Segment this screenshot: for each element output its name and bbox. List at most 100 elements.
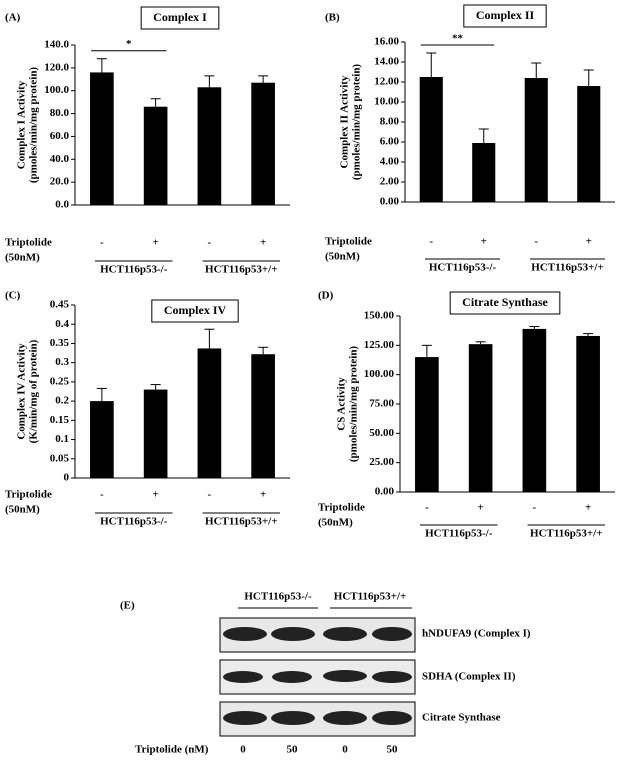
y-tick-label: 0.00 — [375, 486, 395, 498]
lane-label: 50 — [287, 744, 299, 756]
bar — [472, 143, 496, 202]
y-tick-label: 140.0 — [44, 39, 69, 51]
y-tick-label: 40.0 — [50, 153, 70, 165]
y-tick-label: 16.00 — [374, 36, 399, 48]
y-axis-label: (pmoles/min/mg protein) — [28, 67, 40, 184]
bar — [468, 344, 493, 492]
y-tick-label: 6.00 — [380, 136, 400, 148]
chart-title: Complex II — [476, 8, 535, 22]
x-tick-label: + — [260, 489, 266, 501]
bar — [143, 389, 168, 478]
y-tick-label: 8.00 — [380, 116, 400, 128]
group-label: HCT116p53+/+ — [205, 264, 277, 276]
bar — [251, 354, 275, 478]
x-tick-label: - — [100, 489, 104, 501]
y-tick-label: 50.00 — [369, 427, 394, 439]
y-tick-label: 0.2 — [55, 395, 69, 407]
bar — [197, 87, 222, 205]
row-label: Triptolide — [318, 502, 365, 514]
bar — [90, 72, 114, 205]
y-axis-label: (pmoles/min/mg protein) — [351, 64, 363, 181]
group-label: HCT116p53-/- — [429, 262, 497, 274]
group-label: HCT116p53-/- — [100, 516, 168, 528]
y-tick-label: 0 — [64, 472, 70, 484]
y-tick-label: 0.25 — [50, 375, 70, 387]
x-tick-label: - — [533, 502, 537, 514]
y-axis-label: CS Activity — [336, 377, 348, 431]
y-tick-label: 0.45 — [50, 299, 70, 311]
chart-title: Complex IV — [164, 303, 227, 317]
y-tick-label: 0.05 — [50, 452, 70, 464]
bar — [415, 357, 439, 492]
band-label: SDHA (Complex II) — [422, 671, 516, 683]
chart-title: Complex I — [153, 10, 207, 24]
y-tick-label: 10.00 — [374, 96, 399, 108]
panel-label: (C) — [5, 290, 21, 302]
y-axis-label: (K/min/mg of protein) — [28, 339, 40, 443]
x-tick-label: - — [208, 489, 212, 501]
y-tick-label: 120.0 — [44, 61, 69, 73]
title-box — [140, 6, 220, 30]
x-tick-label: + — [152, 489, 158, 501]
y-tick-label: 0.15 — [50, 414, 70, 426]
group-label: HCT116p53+/+ — [530, 528, 602, 540]
significance-label: ** — [452, 33, 464, 45]
panel-label: (E) — [120, 600, 135, 612]
y-tick-label: 25.00 — [369, 456, 394, 468]
y-tick-label: 80.0 — [50, 107, 70, 119]
group-label: HCT116p53+/+ — [205, 516, 277, 528]
blot-image — [219, 607, 416, 737]
y-axis-label: (pmoles/min/mg protein) — [348, 346, 360, 463]
y-tick-label: 60.0 — [50, 130, 70, 142]
bar — [90, 401, 114, 478]
y-tick-label: 0.1 — [55, 433, 69, 445]
y-tick-label: 0.35 — [50, 337, 70, 349]
y-tick-label: 75.00 — [369, 398, 394, 410]
significance-label: * — [126, 38, 132, 50]
bar — [197, 348, 222, 478]
title-box — [449, 291, 561, 315]
x-tick-label: - — [534, 236, 538, 248]
row-label: Triptolide — [325, 236, 372, 248]
group-label: HCT116p53-/- — [425, 528, 493, 540]
y-tick-label: 0.3 — [55, 356, 69, 368]
title-box — [151, 299, 239, 323]
panel-label: (B) — [325, 12, 340, 24]
y-axis-label: Complex II Activity — [339, 75, 351, 168]
band-label: Citrate Synthase — [422, 712, 501, 724]
y-axis-label: Complex I Activity — [16, 80, 28, 169]
bar — [143, 106, 168, 205]
x-tick-label: - — [208, 237, 212, 249]
y-tick-label: 0.4 — [55, 318, 69, 330]
x-tick-label: + — [260, 237, 266, 249]
group-label: HCT116p53+/+ — [334, 591, 406, 603]
x-tick-label: + — [586, 236, 592, 248]
y-tick-label: 4.00 — [380, 156, 400, 168]
bar — [577, 86, 601, 202]
row-label: Triptolide — [5, 237, 52, 249]
x-tick-label: + — [477, 502, 483, 514]
bar — [524, 78, 548, 202]
y-tick-label: 12.00 — [374, 76, 399, 88]
group-label: HCT116p53+/+ — [531, 262, 603, 274]
group-label: HCT116p53-/- — [244, 591, 312, 603]
row-label: (50nM) — [5, 252, 40, 264]
y-tick-label: 20.0 — [50, 176, 70, 188]
y-tick-label: 150.00 — [364, 310, 395, 322]
row-label: Triptolide (nM) — [135, 744, 209, 756]
bar — [251, 82, 275, 205]
y-axis-label: Complex IV Activity — [16, 343, 28, 440]
y-tick-label: 125.00 — [364, 339, 395, 351]
bar — [522, 328, 547, 492]
row-label: (50nM) — [325, 251, 360, 263]
lane-label: 0 — [342, 744, 348, 756]
x-tick-label: - — [429, 236, 433, 248]
chart-title: Citrate Synthase — [462, 295, 548, 309]
panel-label: (A) — [5, 12, 21, 24]
x-tick-label: + — [481, 236, 487, 248]
y-tick-label: 100.0 — [44, 84, 69, 96]
row-label: Triptolide — [5, 489, 52, 501]
row-label: (50nM) — [5, 504, 40, 516]
bar — [419, 77, 443, 202]
